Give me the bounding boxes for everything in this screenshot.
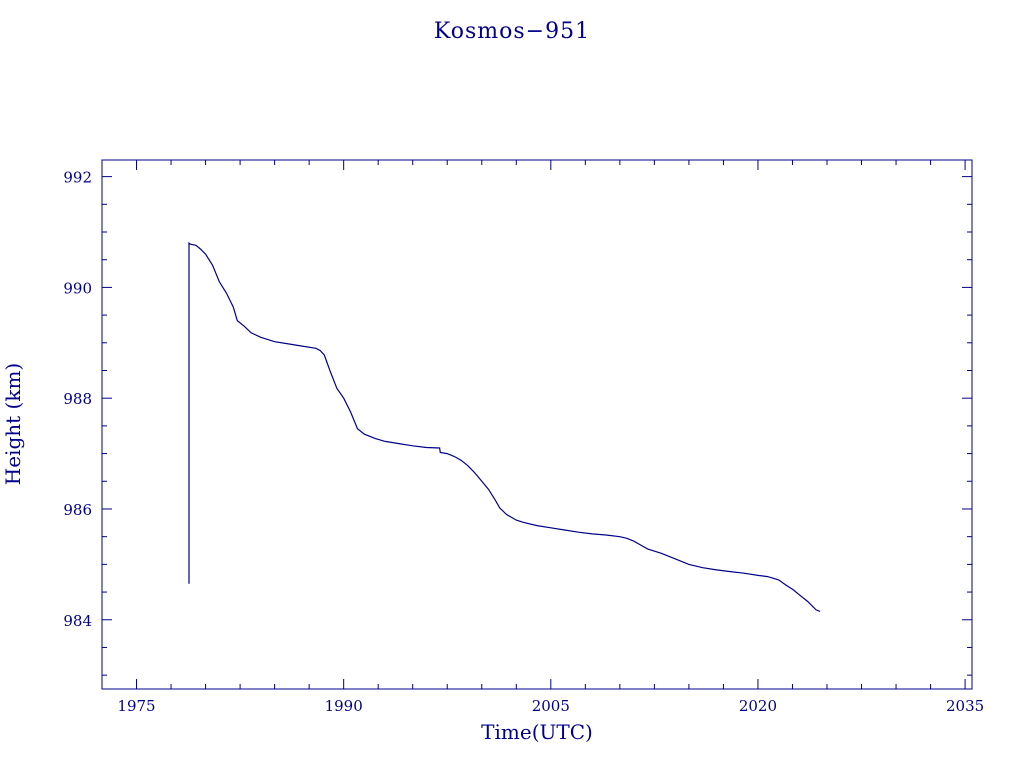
x-tick-label: 2005 bbox=[532, 697, 570, 715]
plot-frame bbox=[101, 159, 973, 690]
x-tick-label: 2035 bbox=[946, 697, 984, 715]
x-axis-label: Time(UTC) bbox=[481, 720, 593, 744]
y-tick-label: 990 bbox=[63, 279, 92, 297]
y-tick-label: 992 bbox=[63, 169, 92, 187]
x-tick-label: 2020 bbox=[739, 697, 777, 715]
ticks bbox=[101, 160, 972, 689]
y-tick-label: 986 bbox=[63, 501, 92, 519]
x-tick-label: 1975 bbox=[117, 697, 155, 715]
x-tick-label: 1990 bbox=[325, 697, 363, 715]
y-tick-label: 984 bbox=[63, 612, 92, 630]
y-axis-label: Height (km) bbox=[1, 363, 25, 485]
chart-title: Kosmos−951 bbox=[434, 19, 590, 44]
y-tick-label: 988 bbox=[63, 390, 92, 408]
tick-labels: 1975 1990 2005 2020 2035 984 986 988 990 992 bbox=[63, 169, 984, 715]
series-line bbox=[188, 241, 821, 613]
